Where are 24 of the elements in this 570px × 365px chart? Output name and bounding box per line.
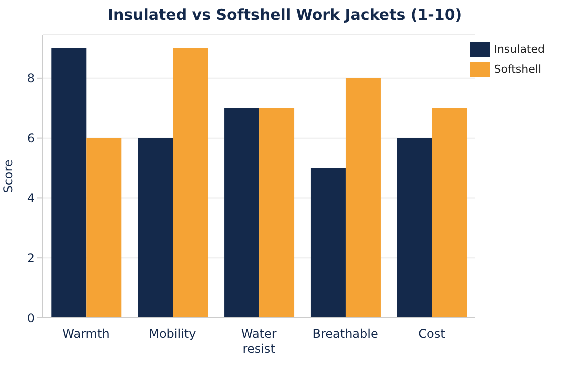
y-tick-label: 4 — [27, 191, 35, 206]
bar — [310, 168, 346, 318]
bar — [346, 78, 381, 318]
legend-label: Softshell — [494, 63, 542, 76]
bar — [138, 138, 174, 318]
y-tick-label: 8 — [27, 72, 35, 86]
y-tick-label: 0 — [27, 311, 35, 326]
bar — [397, 138, 432, 318]
y-tick-label: 6 — [27, 132, 35, 146]
x-tick-label: Water resist — [241, 327, 277, 356]
bar — [224, 108, 260, 318]
legend-label: Insulated — [494, 43, 545, 56]
bar — [173, 48, 208, 318]
bar — [260, 108, 295, 318]
x-tick-label: Breathable — [312, 327, 378, 341]
bar — [432, 108, 468, 318]
chart-title: Insulated vs Softshell Work Jackets (1-10) — [106, 6, 464, 24]
bar — [86, 138, 122, 318]
y-axis-title: Score — [1, 160, 16, 194]
x-tick-label: Warmth — [62, 327, 110, 341]
x-tick-label: Mobility — [149, 327, 196, 341]
x-tick-label: Cost — [418, 327, 446, 341]
y-tick-label: 2 — [27, 251, 35, 266]
bar — [52, 48, 87, 318]
